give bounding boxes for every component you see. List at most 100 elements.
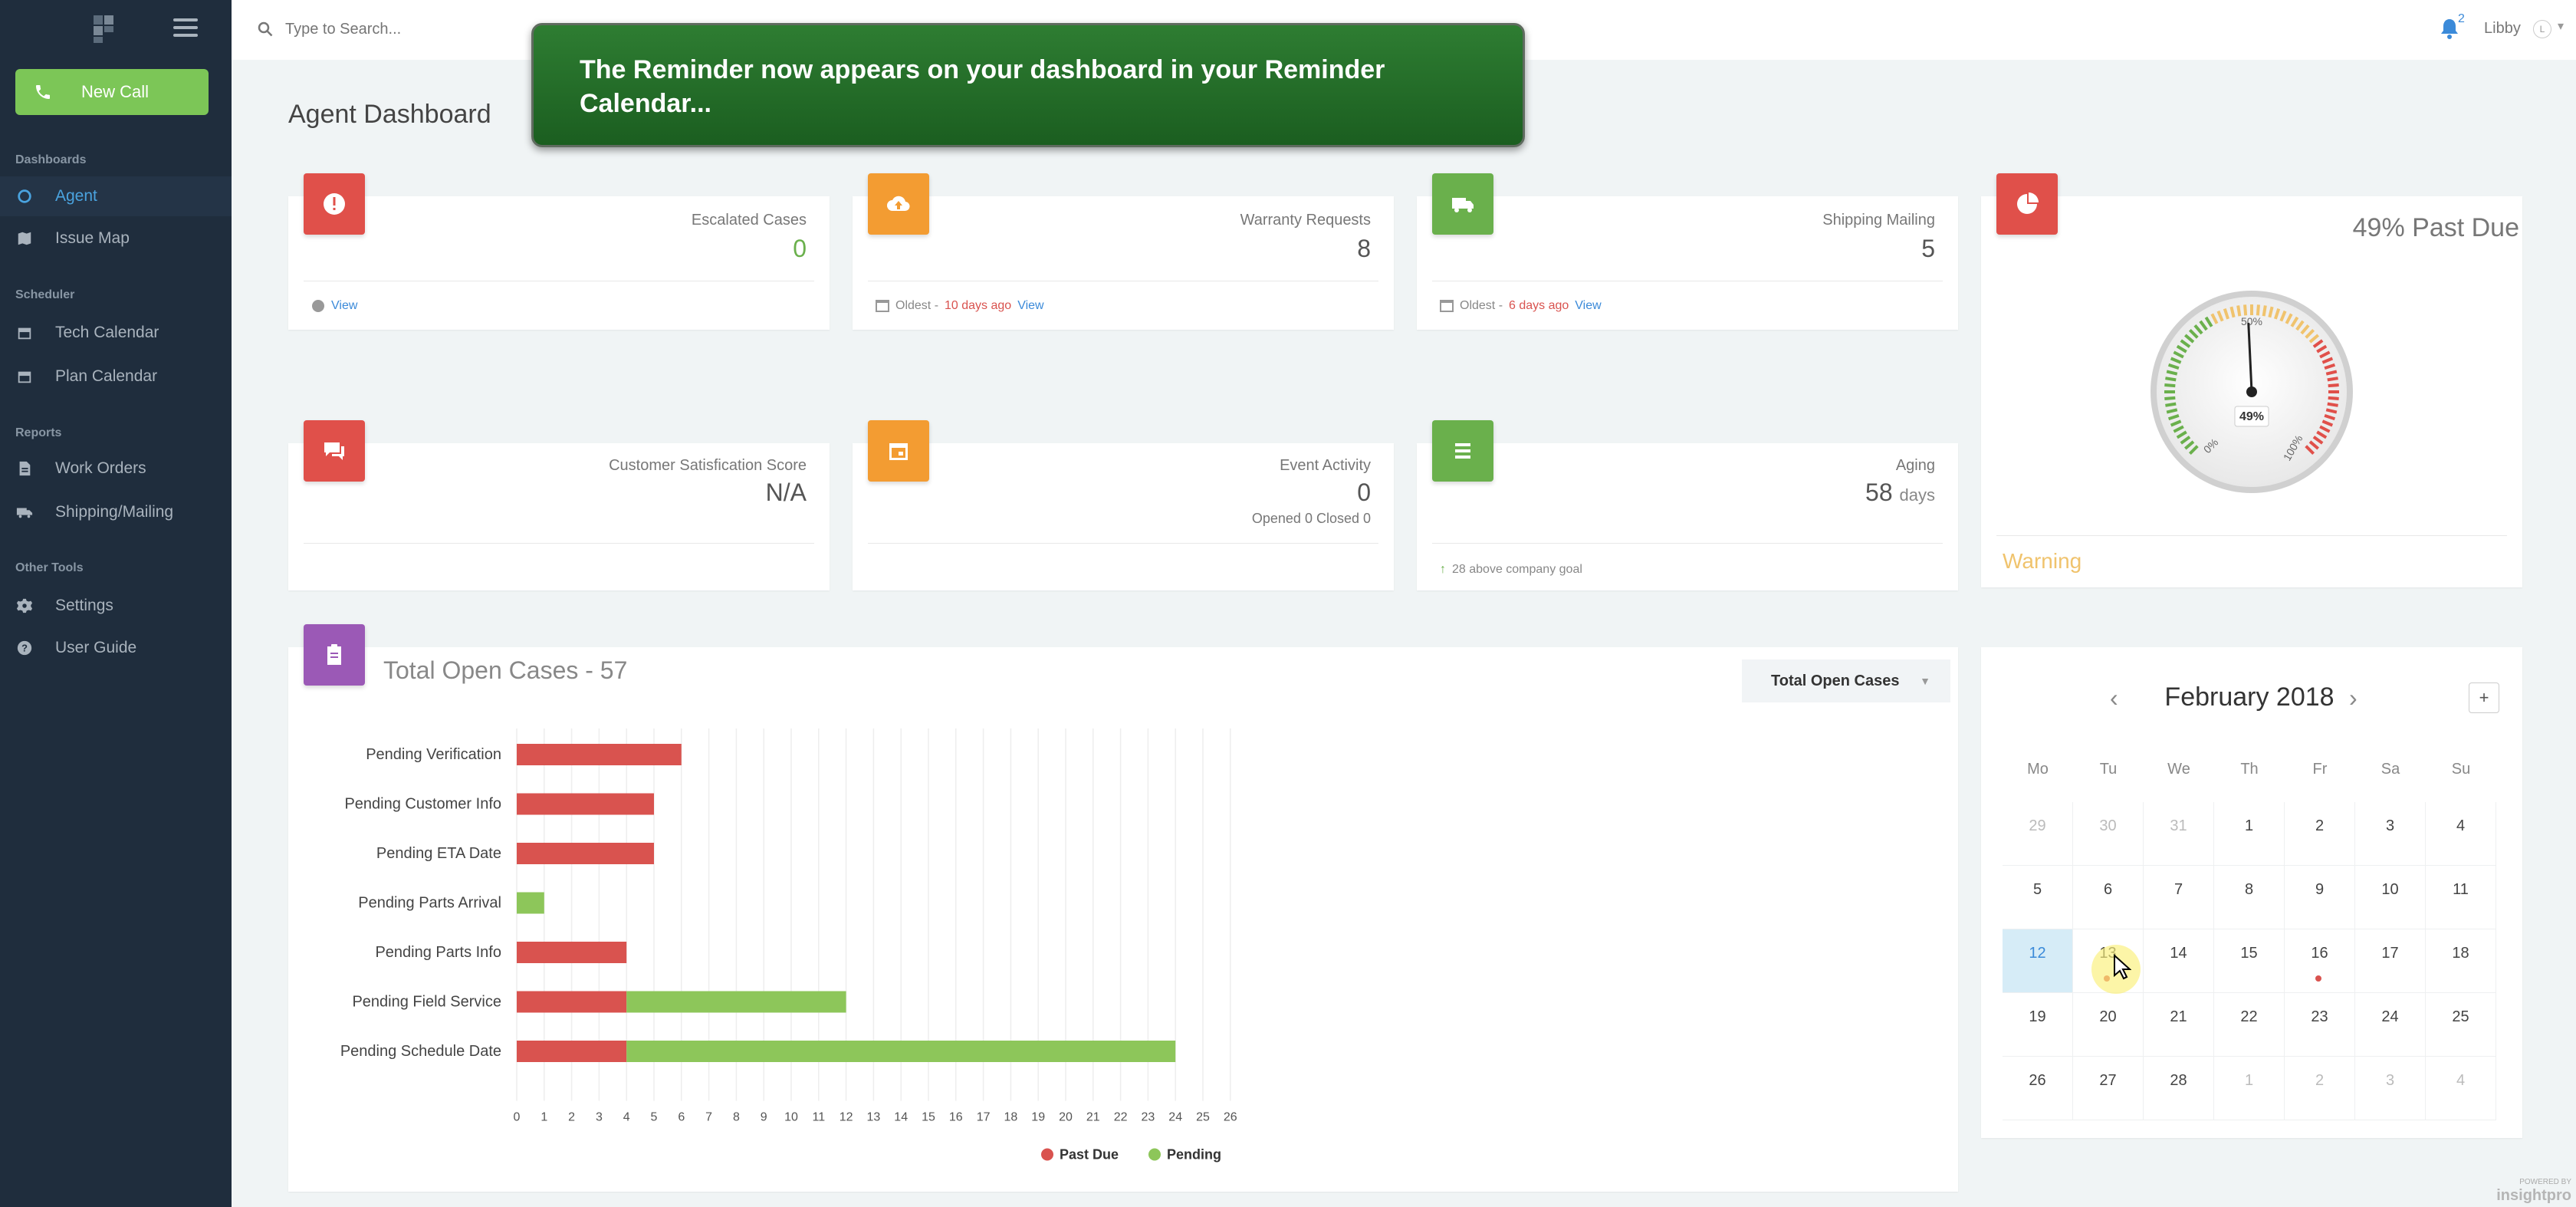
calendar-weekday: Su	[2451, 761, 2471, 778]
gauge-segment	[2325, 408, 2338, 414]
calendar-day[interactable]: 7	[2144, 866, 2214, 929]
gauge-segment	[2295, 320, 2305, 331]
calendar-day[interactable]: 1	[2214, 802, 2285, 866]
bar[interactable]	[517, 793, 654, 815]
user-name[interactable]: Libby	[2484, 20, 2521, 37]
app-logo-icon[interactable]	[92, 14, 117, 44]
calendar-day[interactable]: 4	[2426, 802, 2496, 866]
calendar-add-button[interactable]: +	[2469, 682, 2499, 713]
calendar-day[interactable]: 30	[2073, 802, 2144, 866]
calendar-day[interactable]: 8	[2214, 866, 2285, 929]
calendar-day[interactable]: 3	[2355, 1057, 2426, 1120]
menu-toggle-icon[interactable]	[173, 18, 198, 37]
calendar-day[interactable]: 12	[2003, 929, 2073, 993]
calendar-day[interactable]: 16	[2285, 929, 2355, 993]
view-link[interactable]: View	[1575, 299, 1602, 312]
legend-label[interactable]: Past Due	[1060, 1147, 1119, 1163]
arrow-up-icon: ↑	[1440, 563, 1446, 576]
calendar-day[interactable]: 17	[2355, 929, 2426, 993]
calendar-day[interactable]: 18	[2426, 929, 2496, 993]
view-link[interactable]: View	[1017, 299, 1044, 312]
x-tick-label: 1	[540, 1111, 547, 1124]
new-call-button[interactable]: New Call	[15, 69, 209, 115]
past-due-gauge: 0% 50% 100% 49%	[2150, 291, 2353, 493]
x-tick-label: 11	[812, 1111, 825, 1124]
bar[interactable]	[517, 1041, 627, 1062]
calendar-next-button[interactable]: ›	[2349, 684, 2358, 712]
calendar-day[interactable]: 14	[2144, 929, 2214, 993]
bell-icon[interactable]	[2440, 17, 2459, 40]
stat-label: Escalated Cases	[691, 212, 807, 229]
gauge-segment	[2199, 320, 2208, 331]
sidebar-item-tech-calendar[interactable]: Tech Calendar	[0, 313, 232, 353]
list-icon	[1455, 443, 1470, 459]
x-tick-label: 22	[1114, 1111, 1128, 1124]
gauge-segment	[2279, 310, 2287, 322]
legend-label[interactable]: Pending	[1167, 1147, 1221, 1163]
calendar-day[interactable]: 11	[2426, 866, 2496, 929]
notification-count: 2	[2458, 12, 2465, 25]
calendar-day[interactable]: 24	[2355, 993, 2426, 1057]
bar[interactable]	[517, 942, 627, 963]
calendar-day[interactable]: 20	[2073, 993, 2144, 1057]
truck-icon	[16, 508, 33, 518]
view-link[interactable]: View	[331, 299, 358, 312]
aging-value: 58	[1865, 479, 1893, 506]
calendar-day[interactable]: 28	[2144, 1057, 2214, 1120]
bar[interactable]	[626, 991, 846, 1013]
calendar-day[interactable]: 2	[2285, 1057, 2355, 1120]
calendar-day[interactable]: 22	[2214, 993, 2285, 1057]
calendar-day[interactable]: 4	[2426, 1057, 2496, 1120]
calendar-day[interactable]: 19	[2003, 993, 2073, 1057]
sidebar-item-agent[interactable]: Agent	[0, 176, 232, 216]
gauge-segment	[2327, 377, 2338, 382]
x-tick-label: 9	[761, 1111, 767, 1124]
gauge-needle	[2247, 323, 2253, 393]
gauge-segment	[2164, 396, 2176, 400]
sidebar-item-plan-calendar[interactable]: Plan Calendar	[0, 357, 232, 396]
calendar-prev-button[interactable]: ‹	[2110, 684, 2118, 712]
calendar-day[interactable]: 29	[2003, 802, 2073, 866]
chevron-down-icon[interactable]: ▾	[2558, 20, 2564, 33]
cloud-upload-icon	[887, 196, 910, 212]
calendar-day[interactable]: 23	[2285, 993, 2355, 1057]
aging-icon-tile	[1432, 420, 1493, 482]
avatar[interactable]: L	[2533, 20, 2551, 38]
stat-value: 58 days	[1865, 479, 1935, 507]
satisfaction-icon-tile	[304, 420, 365, 482]
calendar-day[interactable]: 6	[2073, 866, 2144, 929]
gauge-segment	[2165, 402, 2177, 407]
gauge-segment	[2166, 370, 2178, 376]
sidebar-item-shipping-mailing[interactable]: Shipping/Mailing	[0, 492, 232, 532]
x-tick-label: 13	[867, 1111, 881, 1124]
gauge-segment	[2223, 308, 2230, 320]
bar[interactable]	[517, 892, 544, 914]
calendar-day[interactable]: 21	[2144, 993, 2214, 1057]
gauge-segment	[2173, 350, 2184, 359]
gauge-status: Warning	[2003, 549, 2082, 573]
sidebar-item-user-guide[interactable]: ? User Guide	[0, 628, 232, 668]
calendar-day[interactable]: 5	[2003, 866, 2073, 929]
sidebar-item-work-orders[interactable]: Work Orders	[0, 449, 232, 488]
calendar-day[interactable]: 25	[2426, 993, 2496, 1057]
bar[interactable]	[517, 991, 627, 1013]
calendar-day[interactable]: 3	[2355, 802, 2426, 866]
sidebar-item-settings[interactable]: Settings	[0, 586, 232, 626]
gear-icon	[16, 598, 33, 613]
sidebar-item-issue-map[interactable]: Issue Map	[0, 219, 232, 258]
calendar-day[interactable]: 1	[2214, 1057, 2285, 1120]
bar[interactable]	[517, 744, 682, 765]
calendar-day[interactable]: 9	[2285, 866, 2355, 929]
calendar-day[interactable]: 27	[2073, 1057, 2144, 1120]
calendar-day[interactable]: 2	[2285, 802, 2355, 866]
bar[interactable]	[626, 1041, 1176, 1062]
stat-label: Shipping Mailing	[1822, 212, 1935, 229]
gauge-segment	[2321, 419, 2334, 427]
calendar-day[interactable]: 15	[2214, 929, 2285, 993]
calendar-day[interactable]: 26	[2003, 1057, 2073, 1120]
gauge-title: 49% Past Due	[2352, 213, 2519, 242]
calendar-day[interactable]: 31	[2144, 802, 2214, 866]
bar[interactable]	[517, 843, 654, 864]
chart-type-select[interactable]: Total Open Cases ▼	[1742, 659, 1950, 702]
calendar-day[interactable]: 10	[2355, 866, 2426, 929]
